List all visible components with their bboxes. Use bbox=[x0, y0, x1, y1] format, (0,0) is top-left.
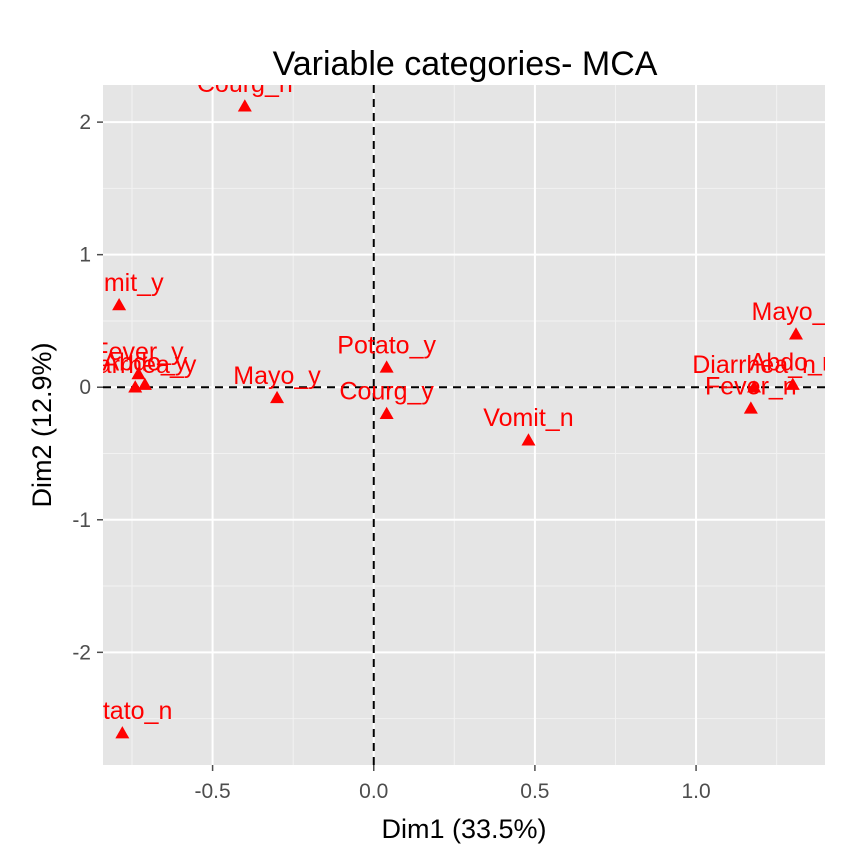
x-tick-label: 0.5 bbox=[520, 780, 549, 803]
point-label-abdo-n: Abdo_n bbox=[750, 349, 836, 377]
point-mayo-y bbox=[270, 390, 285, 404]
y-axis-title: Dim2 (12.9%) bbox=[27, 342, 57, 507]
point-label-diarrhea-y: Diarrhea_y bbox=[74, 351, 197, 379]
y-tick-label: -2 bbox=[72, 641, 91, 664]
reference-lines bbox=[103, 85, 825, 765]
point-mayo-n bbox=[788, 327, 803, 340]
x-tick-label: -0.5 bbox=[194, 780, 230, 803]
x-axis-title: Dim1 (33.5%) bbox=[381, 814, 546, 844]
point-courg-y bbox=[379, 406, 394, 419]
point-label-fever-y: Fever_y bbox=[93, 338, 184, 366]
point-label-diarrhea-n: Diarrhea_n bbox=[692, 351, 816, 379]
point-label-mayo-n: Mayo_n bbox=[752, 298, 841, 326]
point-label-potato-y: Potato_y bbox=[337, 331, 436, 359]
point-diarrhea-n bbox=[747, 380, 762, 393]
x-tick-label: 1.0 bbox=[681, 780, 710, 803]
point-potato-y bbox=[379, 360, 394, 373]
point-fever-n bbox=[743, 401, 758, 414]
point-label-potato-n: Potato_n bbox=[72, 697, 172, 725]
point-diarrhea-y bbox=[128, 380, 143, 393]
point-label-vomit-n: Vomit_n bbox=[483, 404, 573, 432]
point-potato-n bbox=[115, 726, 130, 739]
point-label-mayo-y: Mayo_y bbox=[233, 362, 321, 390]
point-label-vomit-y: Vomit_y bbox=[75, 269, 164, 297]
chart-title: Variable categories- MCA bbox=[273, 45, 658, 83]
y-tick-label: 1 bbox=[79, 244, 91, 267]
point-label-fever-n: Fever_n bbox=[705, 372, 797, 400]
point-abdo-n bbox=[785, 377, 800, 390]
point-vomit-n bbox=[521, 433, 536, 446]
y-tick-label: 0 bbox=[79, 376, 91, 399]
point-fever-y bbox=[131, 366, 146, 380]
point-label-abdo-y: Abdo_y bbox=[103, 349, 188, 377]
y-tick-label: 2 bbox=[79, 111, 91, 134]
y-axis-ticks: -2 -1 0 1 2 bbox=[72, 111, 103, 664]
y-tick-label: -1 bbox=[72, 509, 91, 532]
x-axis-ticks: -0.5 0.0 0.5 1.0 bbox=[194, 765, 711, 803]
plot-panel bbox=[103, 85, 825, 765]
point-label-courg-n: Courg_n bbox=[197, 70, 293, 98]
point-courg-n bbox=[237, 99, 252, 112]
point-label-courg-y: Courg_y bbox=[339, 378, 434, 406]
point-vomit-y bbox=[112, 298, 127, 311]
point-abdo-y bbox=[137, 377, 152, 390]
minor-gridlines bbox=[103, 85, 825, 765]
x-tick-label: 0.0 bbox=[359, 780, 388, 803]
